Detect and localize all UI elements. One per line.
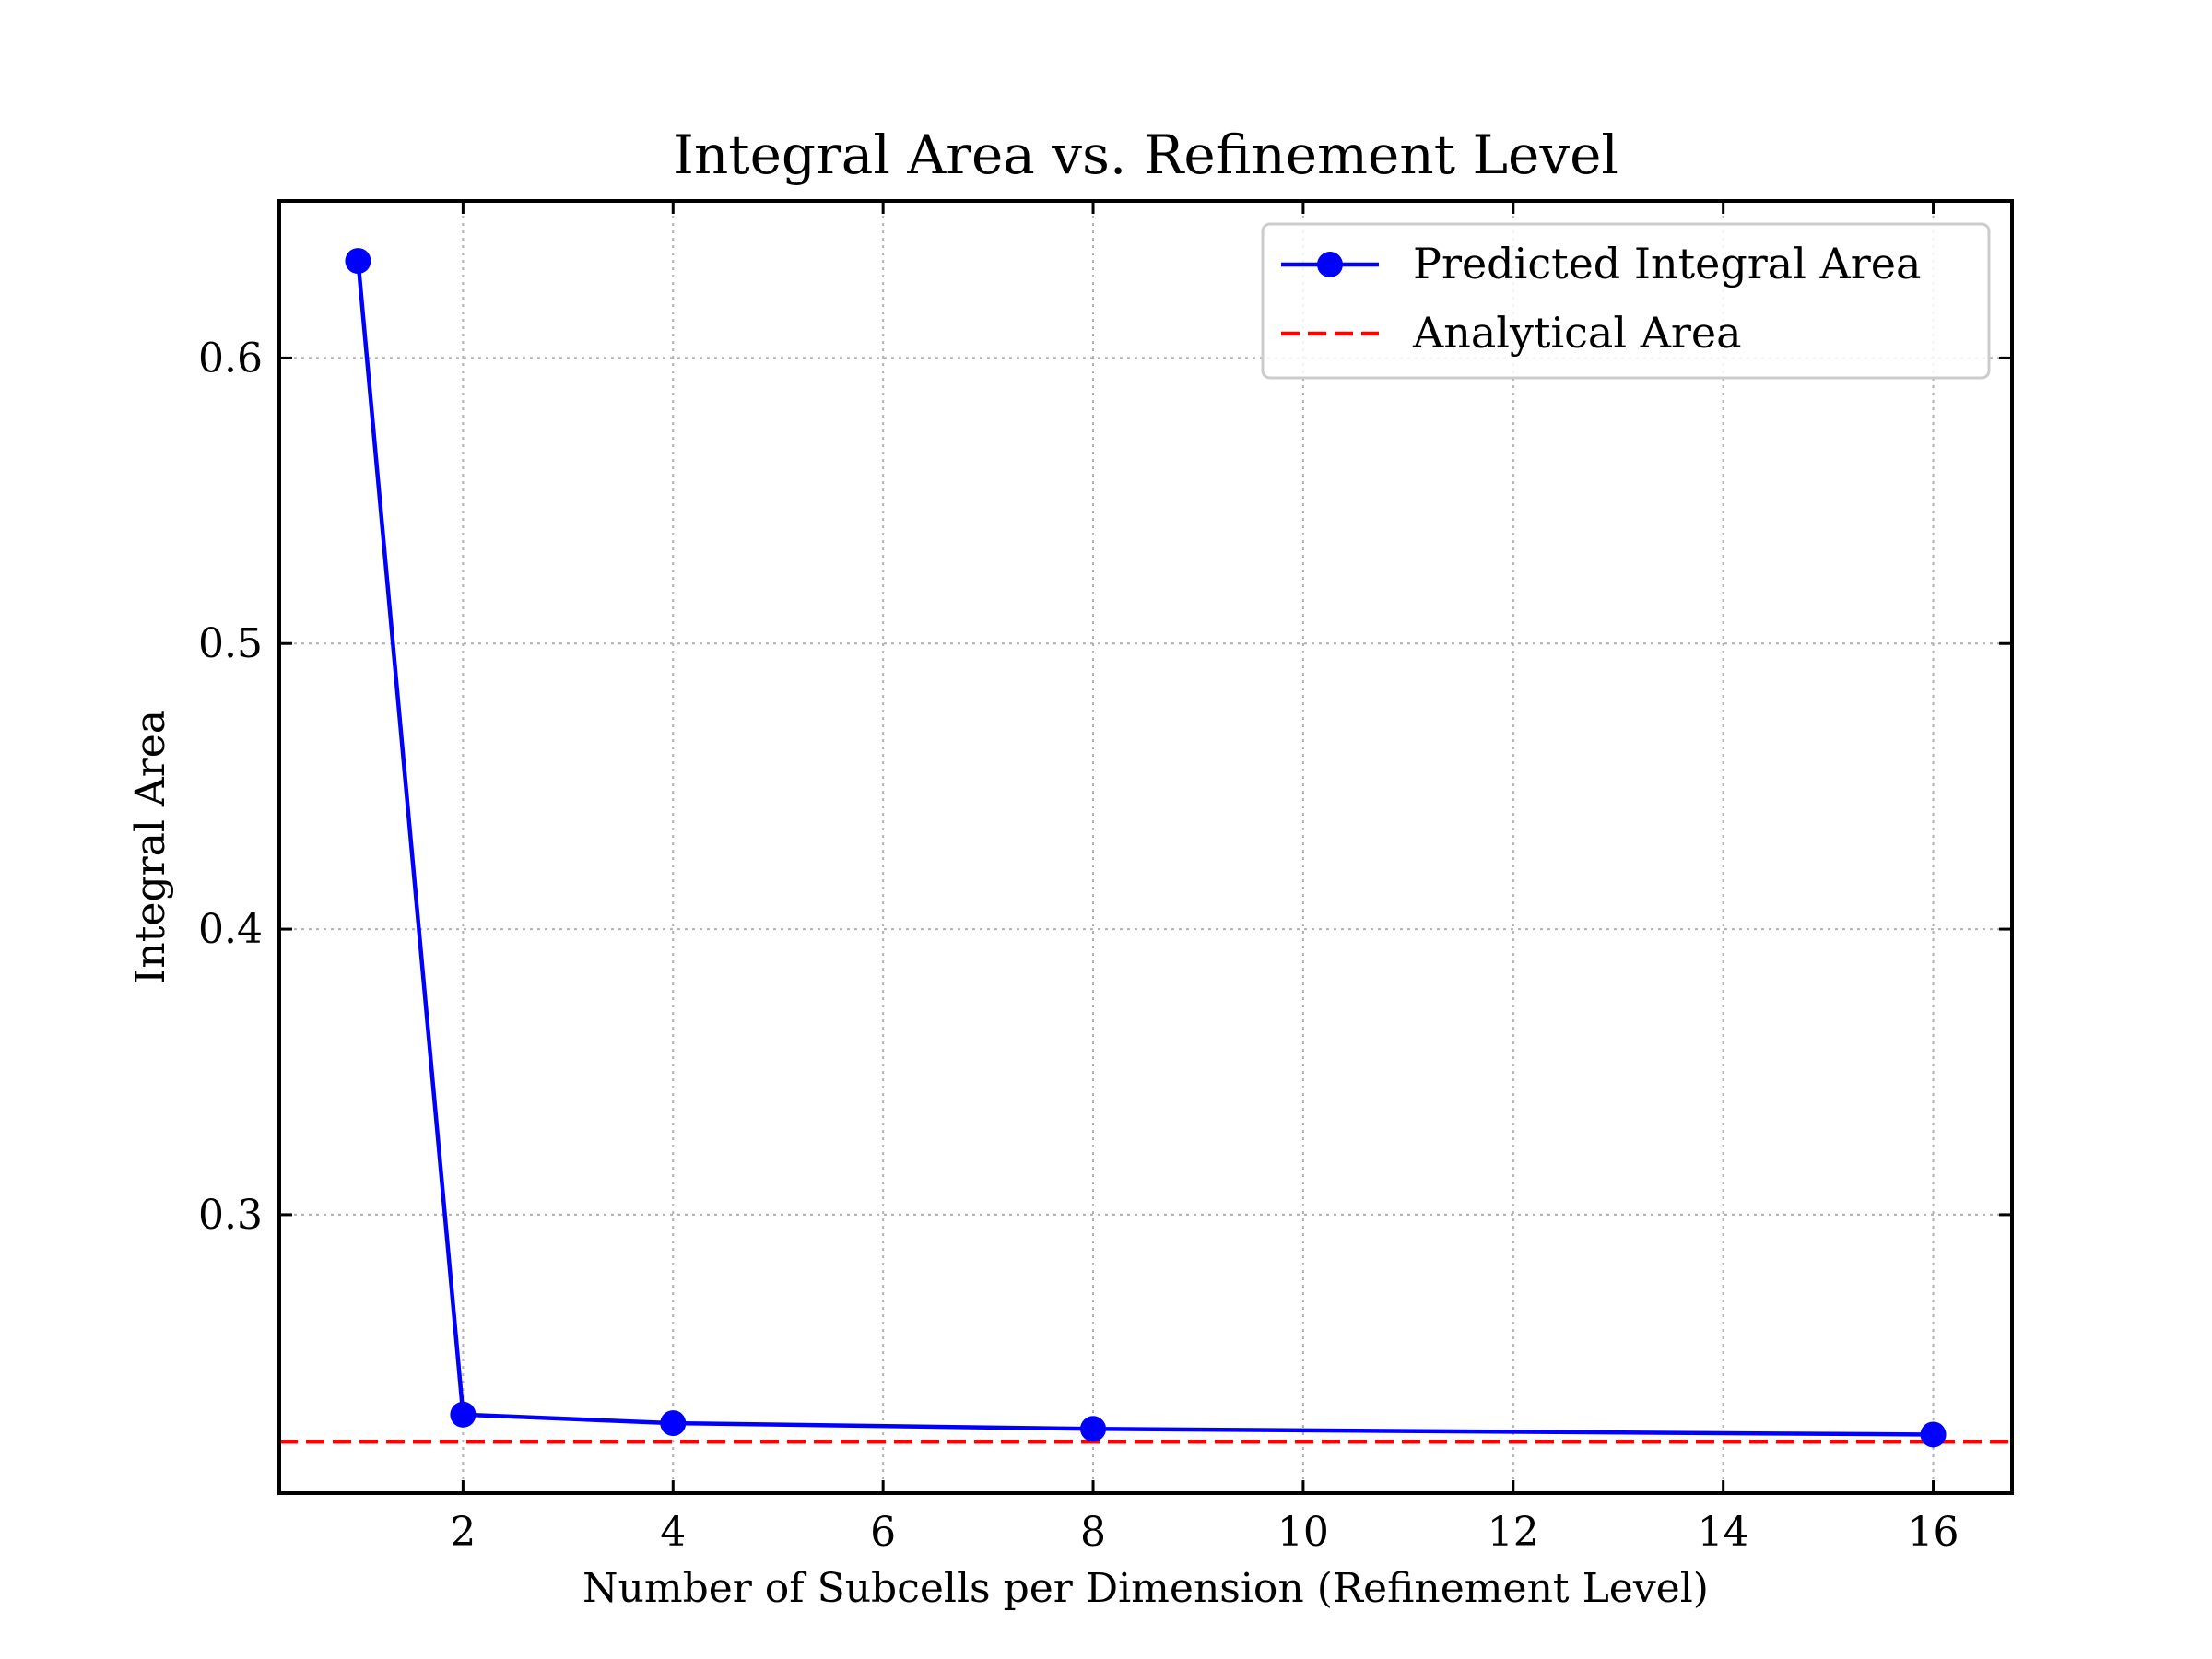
predicted-area-point xyxy=(660,1410,687,1437)
x-tick-label: 6 xyxy=(870,1509,896,1556)
legend-label-predicted: Predicted Integral Area xyxy=(1413,239,1921,288)
legend-swatch-predicted-marker xyxy=(1317,252,1343,277)
plot-frame xyxy=(277,199,2014,1495)
x-axis-tick-labels: 2 4 6 8 10 12 14 16 xyxy=(450,1509,1959,1556)
predicted-area-point xyxy=(450,1401,477,1428)
axis-ticks xyxy=(279,201,2012,1493)
x-tick-label: 16 xyxy=(1908,1509,1959,1556)
x-tick-label: 12 xyxy=(1488,1509,1539,1556)
predicted-area-point xyxy=(345,248,371,275)
predicted-area-point xyxy=(1080,1416,1107,1442)
legend: Predicted Integral Area Analytical Area xyxy=(1261,222,1991,380)
y-tick-label: 0.5 xyxy=(198,620,263,667)
x-tick-label: 10 xyxy=(1277,1509,1329,1556)
grid-lines xyxy=(279,201,2012,1493)
plot-area xyxy=(279,248,2012,1448)
x-tick-label: 14 xyxy=(1698,1509,1749,1556)
x-axis-label: Number of Subcells per Dimension (Refine… xyxy=(582,1565,1709,1612)
legend-label-analytical: Analytical Area xyxy=(1412,308,1742,358)
y-tick-label: 0.3 xyxy=(198,1192,263,1239)
predicted-area-point xyxy=(1920,1421,1947,1448)
x-tick-label: 2 xyxy=(450,1509,476,1556)
y-axis-label: Integral Area xyxy=(127,710,174,984)
y-axis-tick-labels: 0.3 0.4 0.5 0.6 xyxy=(198,335,263,1239)
y-tick-label: 0.6 xyxy=(198,335,263,382)
y-tick-label: 0.4 xyxy=(198,906,263,953)
x-tick-label: 8 xyxy=(1080,1509,1106,1556)
x-tick-label: 4 xyxy=(660,1509,686,1556)
chart-title: Integral Area vs. Refinement Level xyxy=(673,124,1618,186)
legend-box xyxy=(1261,222,1991,380)
